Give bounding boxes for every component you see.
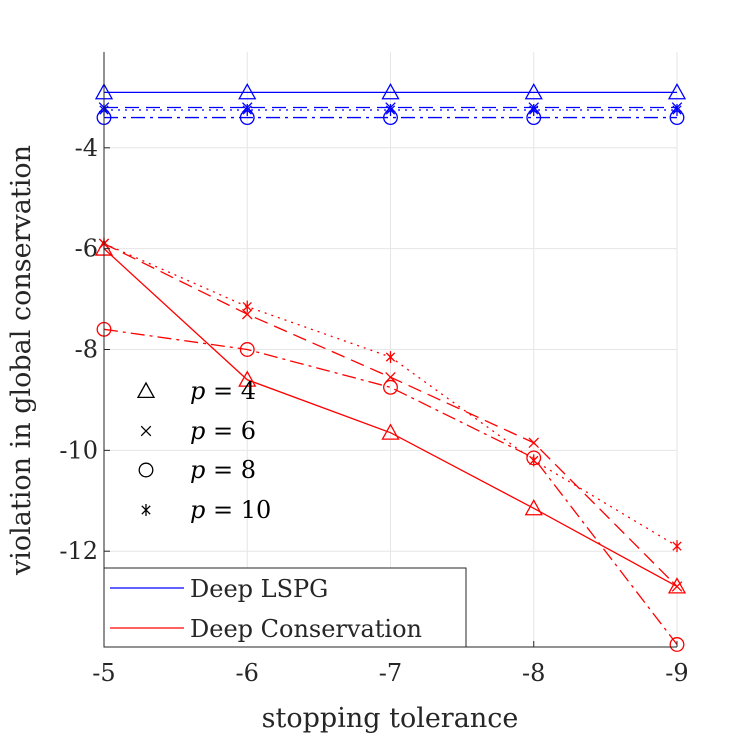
data-point-asterisk [529,454,539,467]
data-point-asterisk [242,103,252,116]
series-line [103,248,678,588]
data-point-asterisk [385,103,396,116]
method-legend-label: Deep LSPG [190,575,328,603]
marker-legend-label: p = 8 [190,456,256,484]
y-tick-label: -4 [75,134,98,162]
y-tick-label: -6 [75,235,98,263]
data-point-x [385,371,396,383]
data-point-triangle [667,577,687,594]
series-group [94,83,687,652]
data-point-asterisk [529,103,539,116]
legend-marker-asterisk-icon [141,504,151,516]
method-legend: Deep LSPG Deep Conservation [103,567,467,648]
series-conservation-p10 [99,237,682,553]
series-lspg-p4 [94,83,687,100]
legend-marker-triangle-icon [136,381,156,399]
data-point-circle [239,342,255,357]
y-tick-label: -8 [75,336,98,364]
marker-legend: p = 4 p = 6 p = 8 p = 10 [136,377,271,524]
legend-marker-circle-icon [138,462,154,478]
marker-legend-label: p = 10 [190,496,271,524]
legend: p = 4 p = 6 p = 8 p = 10 Deep LSPG Deep Conse… [103,377,467,648]
data-point-x [671,581,683,592]
data-point-triangle [524,498,543,516]
x-tick-label: -8 [522,659,545,687]
data-point-triangle [381,83,400,100]
data-point-triangle [381,423,400,440]
data-point-circle [669,637,685,652]
method-legend-item: Deep Conservation [110,615,422,643]
x-tick-label: -7 [379,659,402,687]
y-tick-label: -12 [59,537,98,565]
data-point-asterisk [672,540,682,553]
series-lspg-p10 [99,103,682,116]
marker-legend-item: p = 10 [141,496,271,524]
method-legend-label: Deep Conservation [190,615,422,643]
data-point-asterisk [242,300,252,313]
marker-legend-item: p = 6 [140,417,256,445]
data-point-asterisk [385,351,396,364]
data-point-asterisk [672,103,682,116]
y-tick-label: -10 [59,436,98,464]
x-axis-label: stopping tolerance [262,703,519,734]
legend-marker-x-icon [140,425,152,437]
method-legend-box [103,567,467,648]
data-point-x [241,308,253,320]
x-tick-label: -5 [92,659,115,687]
data-point-triangle [238,83,257,100]
x-tick-label: -6 [236,659,259,687]
y-axis-label: violation in global conservation [6,145,37,576]
x-tick-label: -9 [665,659,688,687]
marker-legend-label: p = 6 [190,417,256,445]
marker-legend-item: p = 4 [136,377,256,405]
data-point-x [528,437,540,449]
marker-legend-item: p = 8 [138,456,256,484]
data-point-triangle [524,83,543,100]
data-point-circle [383,379,398,395]
marker-legend-label: p = 4 [190,377,256,405]
data-point-triangle [667,83,687,100]
method-legend-item: Deep LSPG [110,575,328,603]
data-point-triangle [238,370,257,387]
